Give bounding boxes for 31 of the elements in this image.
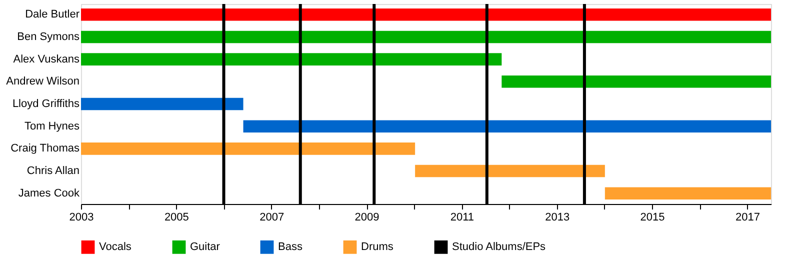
bar bbox=[502, 76, 771, 88]
y-tick-label: Andrew Wilson bbox=[6, 76, 80, 88]
bar bbox=[81, 30, 771, 44]
y-tick-label: Alex Vuskans bbox=[13, 53, 80, 66]
bar bbox=[81, 53, 502, 66]
bar bbox=[81, 142, 416, 155]
bar bbox=[81, 8, 771, 21]
legend-label: Vocals bbox=[99, 241, 132, 254]
x-tick-label: 2017 bbox=[735, 212, 760, 224]
legend-label: Guitar bbox=[190, 241, 220, 254]
y-tick-label: Tom Hynes bbox=[24, 120, 80, 132]
x-tick-label: 2011 bbox=[450, 212, 474, 224]
y-tick-label: Dale Butler bbox=[25, 8, 80, 21]
x-tick-label: 2003 bbox=[69, 212, 94, 224]
x-tick-label: 2013 bbox=[545, 212, 570, 224]
x-tick-label: 2009 bbox=[354, 212, 380, 224]
bar bbox=[81, 98, 244, 110]
y-tick-label: Lloyd Griffiths bbox=[12, 98, 80, 110]
bar bbox=[604, 187, 771, 200]
legend-label: Studio Albums/EPs bbox=[452, 241, 546, 254]
x-tick-label: 2005 bbox=[164, 212, 189, 224]
y-tick-label: Ben Symons bbox=[17, 30, 80, 43]
legend-label: Bass bbox=[278, 241, 303, 254]
x-tick-label: 2015 bbox=[640, 212, 665, 224]
legend-label: Drums bbox=[361, 241, 394, 254]
bar bbox=[243, 120, 771, 132]
bar bbox=[415, 164, 605, 178]
y-tick-label: James Cook bbox=[18, 187, 80, 200]
x-tick-label: 2007 bbox=[260, 212, 284, 224]
y-tick-label: Craig Thomas bbox=[10, 142, 80, 155]
y-tick-label: Chris Allan bbox=[26, 165, 80, 178]
